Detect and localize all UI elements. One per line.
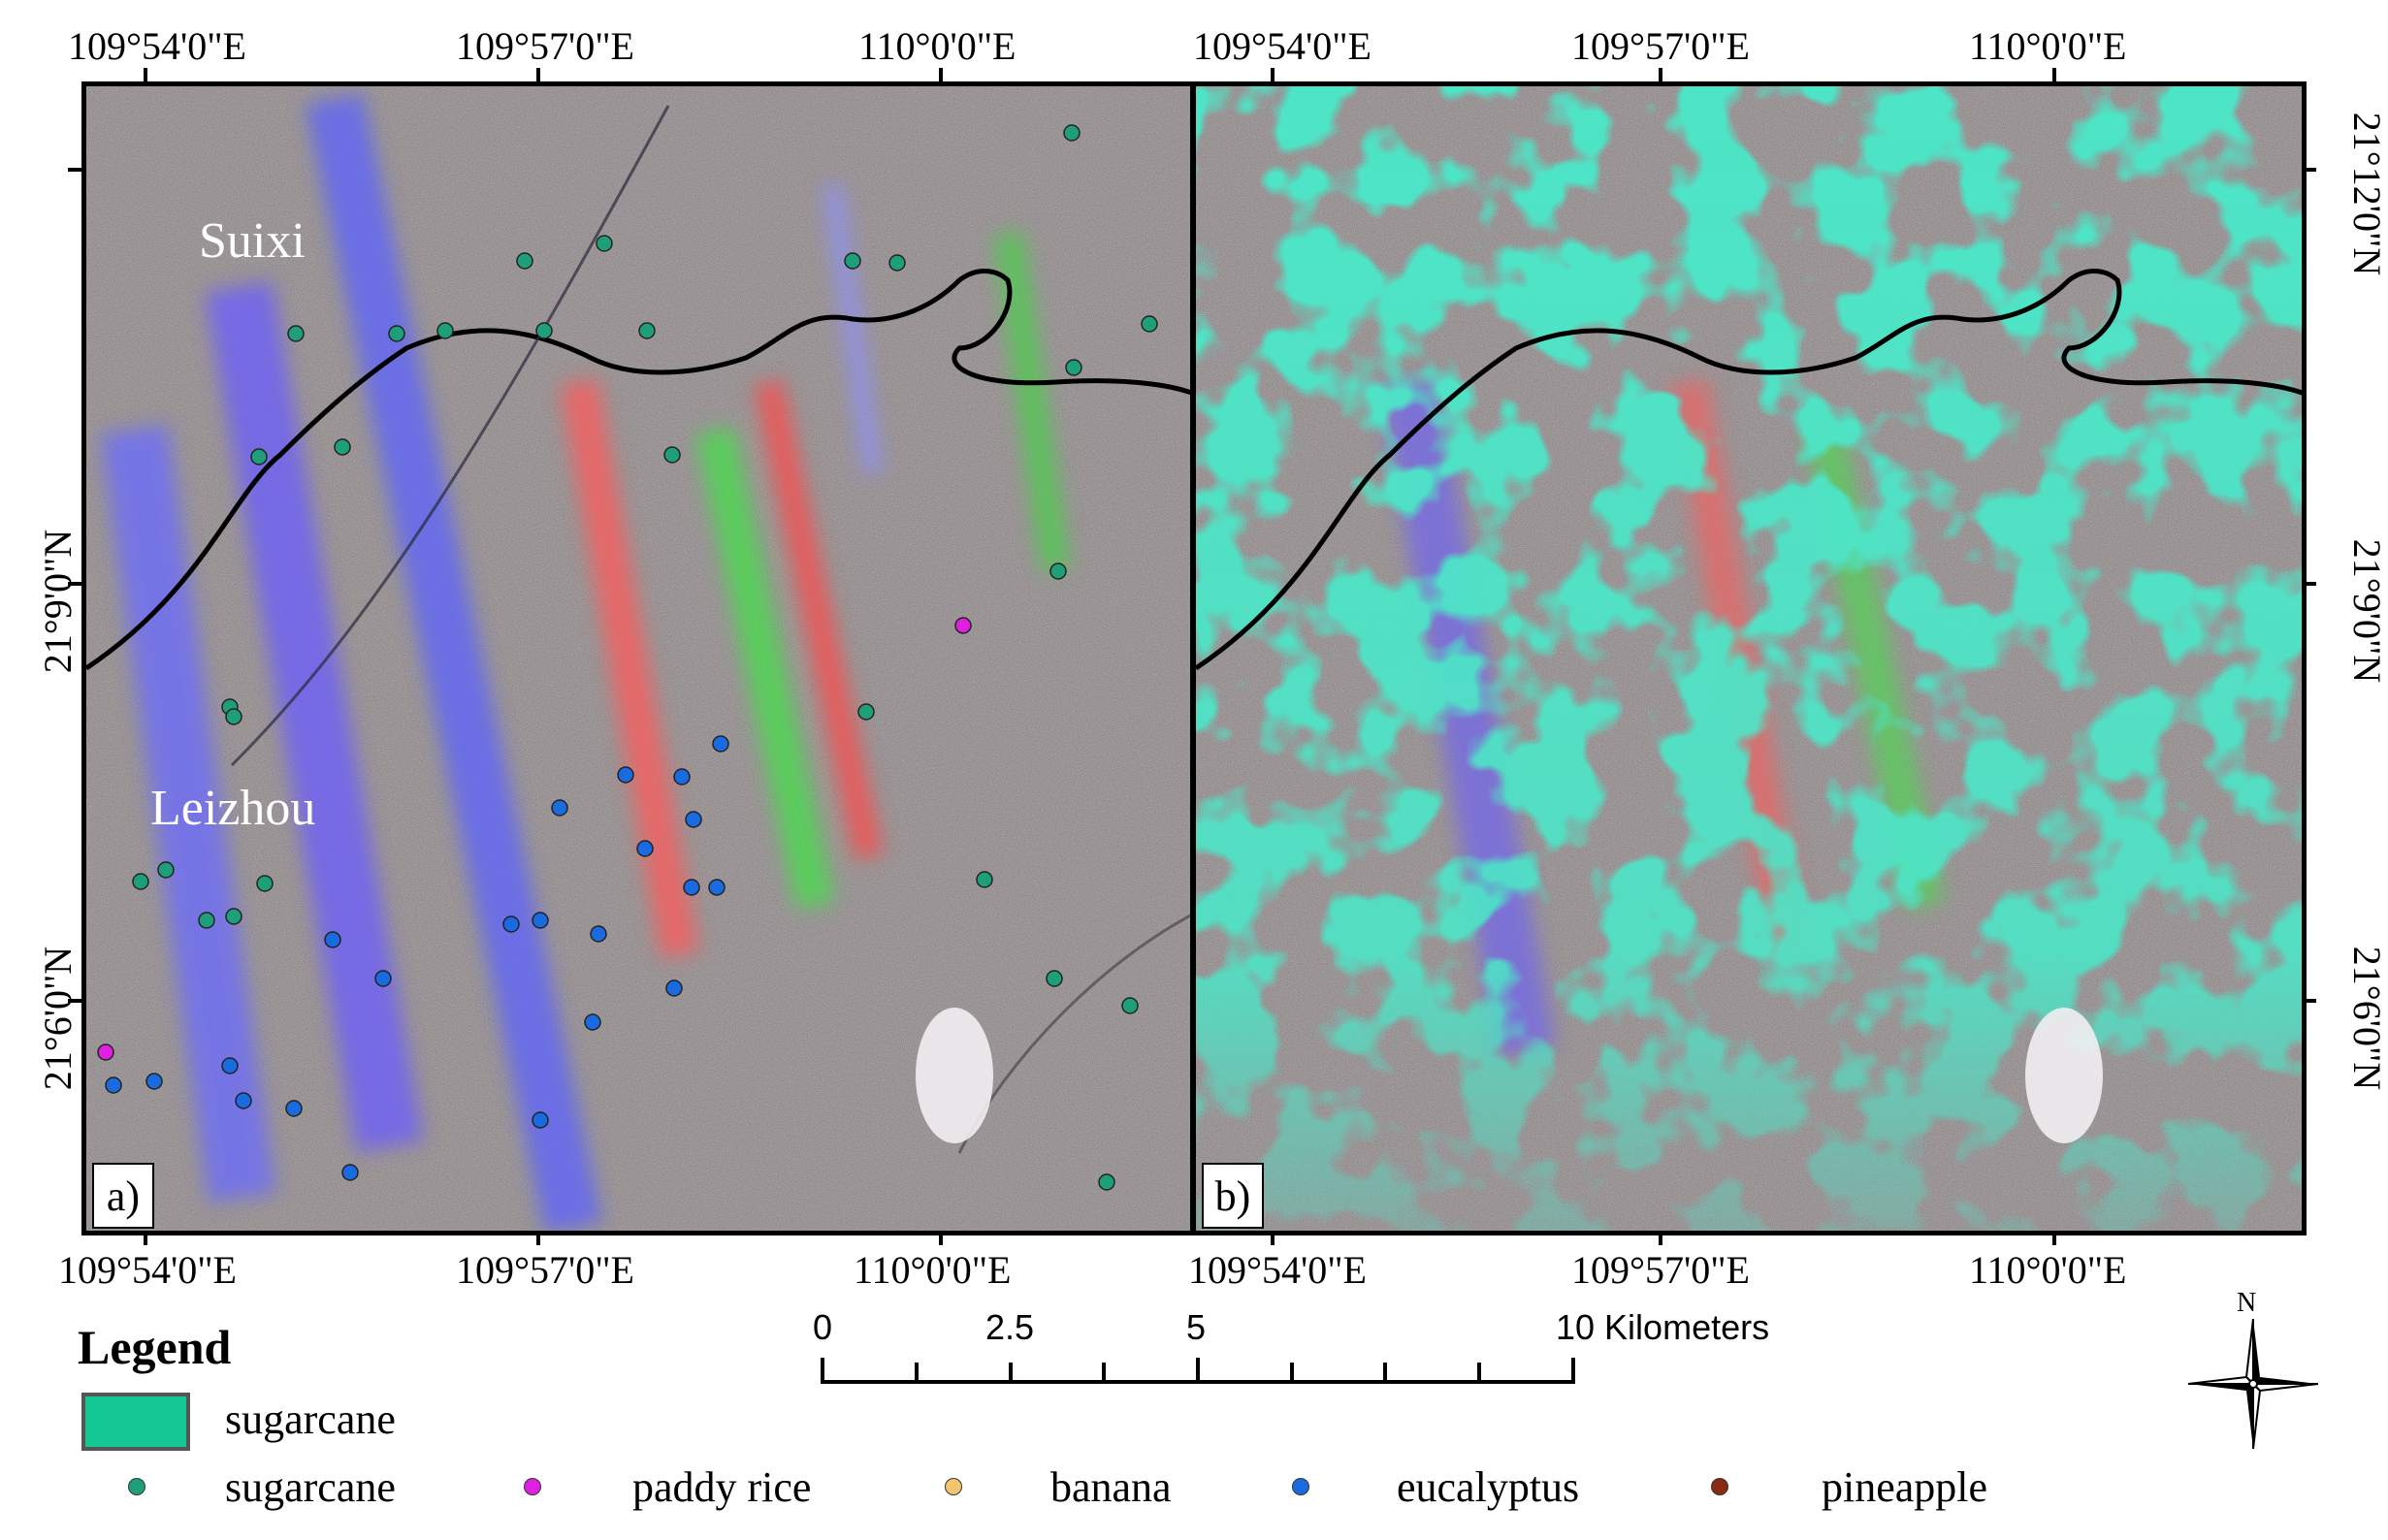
legend-label-banana: banana [1050, 1463, 1172, 1511]
satellite-image-a [86, 86, 1190, 1231]
sample-point-eucalyptus [324, 931, 341, 948]
sample-point-eucalyptus [145, 1073, 163, 1090]
panel-label-b: b) [1202, 1163, 1264, 1229]
legend-dot-sugarcane [128, 1478, 145, 1495]
bottom-lon-a-3: 110°0'0"E [854, 1248, 1012, 1292]
bottom-lon-a-2: 109°57'0"E [456, 1248, 634, 1292]
sample-point-eucalyptus [673, 768, 691, 786]
sample-point-eucalyptus [551, 799, 568, 817]
sample-point-eucalyptus [235, 1092, 252, 1109]
sample-point-eucalyptus [532, 1111, 549, 1129]
sample-point-sugarcane [1046, 970, 1063, 987]
legend-dot-eucalyptus [1292, 1478, 1309, 1495]
top-lon-b-1: 109°54'0"E [1193, 24, 1371, 68]
classified-image-b [1196, 86, 2302, 1231]
sample-point-sugarcane [857, 703, 875, 721]
sample-point-eucalyptus [584, 1013, 601, 1031]
sample-point-sugarcane [287, 325, 305, 342]
legend-dot-pineapple [1711, 1478, 1728, 1495]
legend-dot-paddy-rice [524, 1478, 541, 1495]
sample-point-sugarcane [1141, 315, 1158, 333]
sample-point-sugarcane [334, 438, 351, 456]
sample-point-sugarcane [250, 448, 268, 465]
legend-title: Legend [78, 1320, 232, 1374]
north-label: N [2237, 1288, 2257, 1318]
sample-point-sugarcane [888, 254, 906, 272]
sample-point-eucalyptus [685, 811, 702, 828]
sample-point-sugarcane [198, 912, 215, 929]
sample-point-eucalyptus [341, 1164, 359, 1181]
sample-point-eucalyptus [374, 970, 392, 987]
legend-swatch-sugarcane-area [81, 1393, 190, 1451]
right-lat-3: 21°6'0"N [2345, 946, 2388, 1091]
sample-point-sugarcane [225, 708, 242, 725]
sample-point-sugarcane [1063, 124, 1081, 142]
bottom-lon-b-2: 109°57'0"E [1571, 1248, 1750, 1292]
legend-label-eucalyptus: eucalyptus [1397, 1463, 1580, 1511]
sample-point-sugarcane [663, 446, 681, 464]
panel-label-a: a) [92, 1163, 154, 1229]
sample-point-eucalyptus [285, 1100, 303, 1117]
sample-point-eucalyptus [105, 1076, 122, 1094]
top-lon-b-2: 109°57'0"E [1571, 24, 1750, 68]
sample-point-eucalyptus [683, 879, 700, 896]
sample-point-sugarcane [256, 875, 274, 892]
sample-point-sugarcane [844, 252, 861, 270]
sample-point-eucalyptus [532, 912, 549, 929]
sample-point-eucalyptus [502, 915, 520, 933]
top-lon-a-1: 109°54'0"E [68, 24, 246, 68]
sample-point-sugarcane [388, 325, 405, 342]
bottom-lon-a-1: 109°54'0"E [58, 1248, 237, 1292]
top-lon-a-3: 110°0'0"E [858, 24, 1017, 68]
sample-point-paddy-rice [97, 1043, 114, 1061]
place-label-suixi: Suixi [199, 213, 306, 269]
sample-point-sugarcane [225, 908, 242, 925]
scale-label-2-5: 2.5 [985, 1307, 1035, 1347]
bottom-lon-b-3: 110°0'0"E [1969, 1248, 2127, 1292]
sample-point-sugarcane [1098, 1173, 1115, 1191]
bottom-lon-b-1: 109°54'0"E [1188, 1248, 1367, 1292]
map-panel-a: Suixi Leizhou a) [81, 81, 1195, 1235]
top-lon-a-2: 109°57'0"E [456, 24, 634, 68]
map-panel-b: b) [1191, 81, 2307, 1235]
legend-label-sugarcane-area: sugarcane [225, 1396, 396, 1443]
sample-point-sugarcane [638, 322, 656, 339]
sample-point-paddy-rice [954, 617, 972, 634]
sample-point-eucalyptus [636, 840, 654, 857]
sample-point-eucalyptus [590, 925, 607, 943]
top-lon-b-3: 110°0'0"E [1969, 24, 2127, 68]
sample-point-eucalyptus [617, 766, 634, 784]
sample-point-sugarcane [436, 322, 454, 339]
scale-label-0: 0 [813, 1307, 833, 1347]
legend-dot-banana [945, 1478, 962, 1495]
legend-label-pineapple: pineapple [1822, 1463, 1988, 1511]
sample-point-eucalyptus [665, 979, 683, 997]
sample-point-sugarcane [1121, 997, 1139, 1014]
sample-point-eucalyptus [221, 1057, 239, 1075]
right-lat-1: 21°12'0"N [2345, 112, 2388, 276]
sample-point-sugarcane [132, 873, 149, 890]
sample-point-sugarcane [535, 322, 553, 339]
compass-rose-icon [2187, 1318, 2319, 1450]
sample-point-sugarcane [1065, 359, 1082, 376]
place-label-leizhou: Leizhou [150, 781, 316, 836]
left-lat-2: 21°6'0"N [36, 946, 80, 1091]
left-lat-1: 21°9'0"N [36, 529, 80, 674]
scale-label-5: 5 [1186, 1307, 1207, 1347]
sample-point-sugarcane [976, 871, 993, 888]
sample-point-eucalyptus [708, 879, 726, 896]
sample-point-eucalyptus [712, 735, 729, 753]
right-lat-2: 21°9'0"N [2345, 538, 2388, 684]
sample-point-sugarcane [1049, 562, 1067, 580]
legend-label-sugarcane-point: sugarcane [225, 1463, 396, 1511]
sample-point-sugarcane [157, 861, 175, 879]
scale-label-10: 10 Kilometers [1556, 1307, 1770, 1347]
legend-label-paddy-rice: paddy rice [632, 1463, 812, 1511]
sample-point-sugarcane [516, 252, 533, 270]
sample-point-sugarcane [596, 235, 613, 252]
